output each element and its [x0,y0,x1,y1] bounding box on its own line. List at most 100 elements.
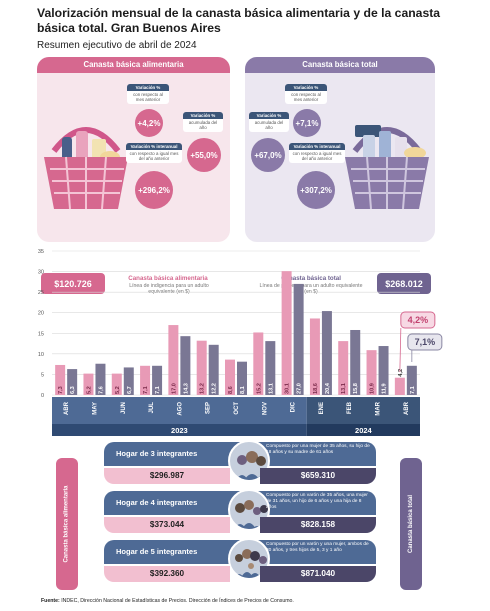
year-label-2023: 2023 [171,426,188,435]
bar-cba [168,325,179,395]
bar-value-label-cba: 7,3 [58,386,64,394]
cba-amount: $120.726 [41,273,105,294]
monthly-variation-chart: 0 5 10 15 20 25 30 35 2023 2024 7,3 6,3 ABR 5,2 7,6 MAY… [38,249,443,436]
bar-cbt [67,369,78,395]
bar-cbt [123,367,134,395]
shopping-basket-icon [345,125,429,210]
household-cbt-value: $871.040 [260,566,376,582]
bar-cba [309,318,320,395]
cba-monthly-tag: Variación % con respecto al mes anterior [127,84,169,104]
cba-yoy-value: +296,2% [135,171,173,209]
x-tick-label: OCT [234,402,240,415]
family-icon [228,440,270,482]
household-description: Compuesto por una mujer de 35 años, su h… [266,444,370,455]
bar-value-label-cba: 15,2 [256,383,262,394]
x-tick-label: MAY [92,402,98,415]
y-tick-label: 0 [41,393,44,399]
cbt-amount: $268.012 [377,273,431,294]
bar-value-label-cba: 18,6 [313,383,319,394]
household-description: Compuesto por un varón de 35 años, una m… [266,493,368,510]
food-basket-icon [44,127,128,210]
household-cbt-value: $659.310 [260,468,376,484]
bar-cbt [293,283,304,395]
bar-value-label-cbt: 15,8 [353,383,359,394]
bar-cba [111,373,122,395]
cbt-monthly-tag: Variación % con respecto al mes anterior [285,84,327,104]
bar-cbt [152,365,163,395]
bar-value-label-cba: 30,1 [285,383,291,394]
bar-value-label-cba: 10,9 [370,383,376,394]
bar-cbt [406,365,417,395]
x-tick-label: JUL [149,402,155,414]
bar-value-label-cbt: 14,3 [183,383,189,394]
y-tick-label: 10 [38,352,44,358]
callout-cba-label: 4,2% [408,315,429,325]
bar-value-label-cba: 13,2 [200,383,206,394]
bar-cba [55,364,66,395]
bar-cbt [350,329,361,395]
bar-value-label-cbt: 13,1 [268,383,274,394]
bar-cbt [237,361,247,395]
household-label: Hogar de 4 integrantes [116,498,198,507]
bar-value-label-cbt: 7,6 [98,386,104,394]
x-tick-label: AGO [177,402,183,416]
bar-cba [196,340,207,395]
cba-yoy-tag: Variación % interanual con respecto a igu… [126,143,182,163]
household-cba-value: $373.044 [104,517,230,533]
household-cbt-value: $828.158 [260,517,376,533]
bar-value-label-cba: 8,6 [228,386,234,394]
bar-value-label-cba: 13,1 [341,383,347,394]
x-tick-label: ABR [64,401,70,415]
bar-value-label-cbt: 7,1 [410,386,416,394]
bar-value-label-cba: 17,0 [171,383,177,394]
cbt-ytd-tag: Variación % acumulada del año [249,112,289,132]
y-tick-label: 30 [38,270,44,276]
bar-cba [225,359,235,395]
household-cba-value: $296.987 [104,468,230,484]
cba-summary-title: Canasta básica alimentaria [128,275,208,282]
year-band-2023 [52,397,307,424]
year-label-2024: 2024 [355,426,373,435]
cba-ytd-tag: Variación % acumulada del año [183,112,223,132]
bar-cbt [265,341,276,395]
bar-value-label-cbt: 6,7 [127,386,133,394]
bar-value-label-cba: 7,1 [143,386,149,394]
household-label: Hogar de 3 integrantes [116,449,198,458]
cba-ytd-value: +55,0% [187,138,221,172]
bar-value-label-cbt: 27,0 [297,383,303,394]
bar-cba [140,365,151,395]
bar-value-label-cbt: 6,3 [70,386,76,394]
household-row-5: Hogar de 5 integrantes Compuesto por un … [104,538,376,582]
household-row-4: Hogar de 4 integrantes Compuesto por un … [104,489,376,533]
x-tick-label: FEB [347,401,353,414]
household-description: Compuesto por un varón y una mujer, ambo… [266,542,369,553]
cba-panel-header: Canasta básica alimentaria [37,57,230,73]
cba-panel: Canasta básica alimentaria Variación % co… [37,57,230,295]
bar-cbt [378,346,389,395]
bar-cba [394,377,405,395]
family-icon [228,489,270,531]
callout-cba [400,311,436,329]
x-tick-label: ABR [404,401,410,415]
bar-cba [253,332,264,395]
household-label: Hogar de 5 integrantes [116,547,198,556]
source-label: Fuente: [41,598,60,604]
household-cba-value: $392.360 [104,566,230,582]
bar-cba [281,271,292,395]
source-text: INDEC, Dirección Nacional de Estadística… [61,598,294,604]
cbt-panel: Canasta básica total Variación % con resp… [245,57,435,295]
bar-cbt [321,311,332,395]
side-label-cbt: Canasta básica total [400,458,422,590]
callout-cbt-label: 7,1% [415,337,436,347]
bar-value-label-cbt: 20,4 [325,382,331,394]
household-row-3: Hogar de 3 integrantes Compuesto por una… [104,440,376,484]
cbt-yoy-tag: Variación % interanual con respecto a igu… [289,143,345,163]
cbt-summary-title: Canasta básica total [281,275,341,282]
cba-monthly-value: +4,2% [135,109,163,137]
bar-cbt [95,363,106,395]
bar-cba [338,341,349,395]
bar-cba [366,350,377,395]
year-band-2024 [306,397,420,424]
bar-value-label-cbt: 11,9 [382,383,388,394]
y-tick-label: 35 [38,249,44,255]
